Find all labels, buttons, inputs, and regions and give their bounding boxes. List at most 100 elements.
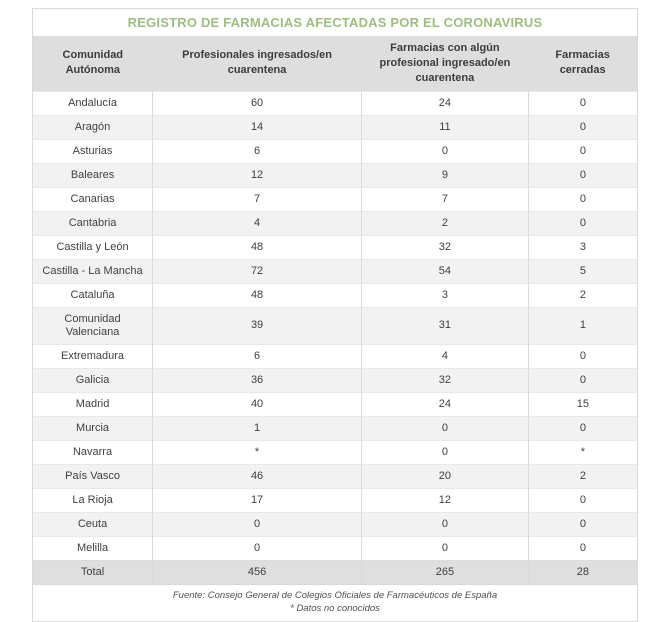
value-cell: 48 <box>152 282 363 308</box>
header-row: Comunidad Autónoma Profesionales ingresa… <box>33 36 637 92</box>
value-cell: 14 <box>152 114 363 140</box>
table-row: Extremadura 6 4 0 <box>33 343 637 369</box>
col-header-farmacias-cerradas: Farmacias cerradas <box>528 36 637 92</box>
value-cell: 28 <box>528 559 637 584</box>
value-cell: 0 <box>528 90 637 116</box>
total-row: Total 456 265 28 <box>33 559 637 584</box>
value-cell: 24 <box>361 391 529 417</box>
value-cell: 0 <box>152 535 363 561</box>
value-cell: 3 <box>361 282 529 308</box>
region-cell: Madrid <box>33 391 154 417</box>
table-body: Andalucía 60 24 0 Aragón 14 11 0 Asturias 6 0 0 Bale… <box>33 90 637 584</box>
col-header-profesionales-ingresados: Profesionales ingresados/en cuarentena <box>152 36 362 92</box>
region-cell: Melilla <box>33 535 154 561</box>
region-cell: Castilla - La Mancha <box>33 258 154 284</box>
value-cell: 32 <box>361 234 529 260</box>
value-cell: 0 <box>361 138 529 164</box>
region-cell: Andalucía <box>33 90 154 116</box>
value-cell: 265 <box>361 559 529 584</box>
region-cell: Baleares <box>33 162 154 188</box>
value-cell: 6 <box>152 138 363 164</box>
table-row: Melilla 0 0 0 <box>33 535 637 561</box>
region-cell: País Vasco <box>33 463 154 489</box>
value-cell: 11 <box>361 114 529 140</box>
table-row: País Vasco 46 20 2 <box>33 463 637 489</box>
table-row: Galicia 36 32 0 <box>33 367 637 393</box>
table-row: Ceuta 0 0 0 <box>33 511 637 537</box>
value-cell: 0 <box>528 162 637 188</box>
unknown-data-note: * Datos no conocidos <box>290 603 380 615</box>
pharmacy-table: Comunidad Autónoma Profesionales ingresa… <box>33 36 637 584</box>
value-cell: 0 <box>528 415 637 441</box>
table-row: Cantabria 4 2 0 <box>33 210 637 236</box>
col-header-farmacias-con-profesional: Farmacias con algún profesional ingresad… <box>361 36 529 92</box>
value-cell: 4 <box>152 210 363 236</box>
value-cell: 36 <box>152 367 363 393</box>
value-cell: 0 <box>528 367 637 393</box>
value-cell: 4 <box>361 343 529 369</box>
value-cell: 39 <box>152 306 363 345</box>
table-row: Andalucía 60 24 0 <box>33 90 637 116</box>
value-cell: 0 <box>528 186 637 212</box>
value-cell: 0 <box>361 535 529 561</box>
value-cell: 0 <box>528 138 637 164</box>
value-cell: 1 <box>152 415 363 441</box>
value-cell: 31 <box>361 306 529 345</box>
region-cell: Comunidad Valenciana <box>33 306 154 345</box>
value-cell: 0 <box>528 343 637 369</box>
value-cell: 40 <box>152 391 363 417</box>
region-cell: Canarias <box>33 186 154 212</box>
value-cell: 48 <box>152 234 363 260</box>
value-cell: 0 <box>361 415 529 441</box>
value-cell: 60 <box>152 90 363 116</box>
table-row: Canarias 7 7 0 <box>33 186 637 212</box>
table-row: Baleares 12 9 0 <box>33 162 637 188</box>
region-cell: Navarra <box>33 439 154 465</box>
value-cell: 7 <box>361 186 529 212</box>
region-cell: La Rioja <box>33 487 154 513</box>
value-cell: 72 <box>152 258 363 284</box>
value-cell: 0 <box>528 535 637 561</box>
region-cell: Extremadura <box>33 343 154 369</box>
value-cell: 0 <box>528 114 637 140</box>
value-cell: 0 <box>528 210 637 236</box>
value-cell: 2 <box>528 463 637 489</box>
table-row: Comunidad Valenciana 39 31 1 <box>33 306 637 345</box>
value-cell: 2 <box>361 210 529 236</box>
value-cell: 54 <box>361 258 529 284</box>
total-label-cell: Total <box>33 559 154 584</box>
value-cell: 456 <box>152 559 363 584</box>
pharmacy-registry-card: REGISTRO DE FARMACIAS AFECTADAS POR EL C… <box>32 8 638 622</box>
region-cell: Murcia <box>33 415 154 441</box>
region-cell: Galicia <box>33 367 154 393</box>
value-cell: 12 <box>152 162 363 188</box>
table-row: Madrid 40 24 15 <box>33 391 637 417</box>
value-cell: 20 <box>361 463 529 489</box>
table-row: Castilla y León 48 32 3 <box>33 234 637 260</box>
value-cell: 0 <box>528 487 637 513</box>
value-cell: 0 <box>152 511 363 537</box>
value-cell: 0 <box>528 511 637 537</box>
table-row: Asturias 6 0 0 <box>33 138 637 164</box>
region-cell: Ceuta <box>33 511 154 537</box>
value-cell: 9 <box>361 162 529 188</box>
table-row: Cataluña 48 3 2 <box>33 282 637 308</box>
value-cell: 7 <box>152 186 363 212</box>
table-footer: Fuente: Consejo General de Colegios Ofic… <box>33 583 637 622</box>
region-cell: Cataluña <box>33 282 154 308</box>
value-cell: 32 <box>361 367 529 393</box>
value-cell: 3 <box>528 234 637 260</box>
region-cell: Asturias <box>33 138 154 164</box>
region-cell: Cantabria <box>33 210 154 236</box>
col-header-comunidad-autonoma: Comunidad Autónoma <box>33 36 153 92</box>
value-cell: 12 <box>361 487 529 513</box>
value-cell: * <box>152 439 363 465</box>
value-cell: 46 <box>152 463 363 489</box>
source-note: Fuente: Consejo General de Colegios Ofic… <box>172 589 498 601</box>
value-cell: 2 <box>528 282 637 308</box>
table-header: Comunidad Autónoma Profesionales ingresa… <box>33 36 637 92</box>
value-cell: 17 <box>152 487 363 513</box>
value-cell: * <box>528 439 637 465</box>
table-row: La Rioja 17 12 0 <box>33 487 637 513</box>
value-cell: 15 <box>528 391 637 417</box>
